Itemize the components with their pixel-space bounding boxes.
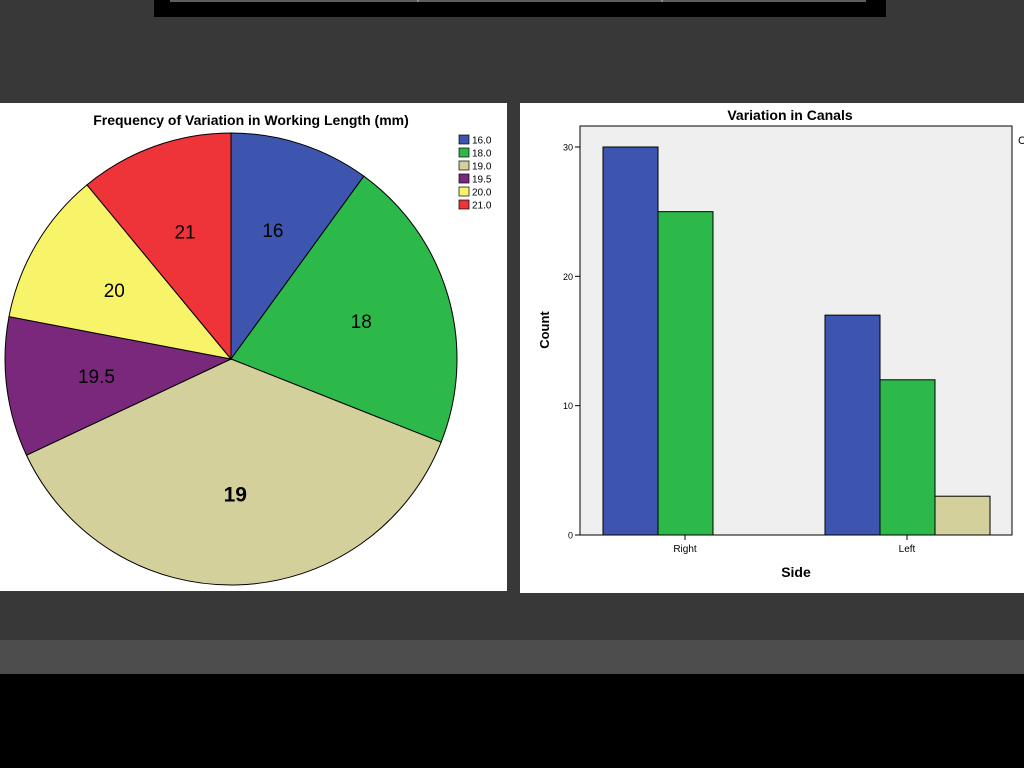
pie-legend-label: 19.5 (472, 175, 492, 186)
bar-y-tick-label: 10 (563, 401, 573, 411)
background-band (0, 640, 1024, 674)
pie-chart-title: Frequency of Variation in Working Length… (93, 112, 409, 128)
pie-slice-label: 20 (104, 281, 125, 302)
background-bottom (0, 674, 1024, 768)
bar-left-series-3 (934, 495, 991, 536)
bar-y-tick-label: 20 (563, 272, 573, 282)
pie-legend: 16.0 18.0 19.0 19.5 20.0 21.0 (458, 134, 492, 212)
bar-right-series-2 (657, 211, 714, 536)
pie-legend-label: 16.0 (472, 136, 492, 147)
pie-legend-swatch (458, 173, 470, 184)
pie-slice-19 (25, 358, 442, 586)
bar-y-axis-label: Count (537, 311, 552, 349)
bar-marks (602, 146, 991, 536)
bar-x-axis-label: Side (781, 564, 811, 580)
bar-chart-title: Variation in Canals (727, 107, 852, 123)
pie-legend-label: 21.0 (472, 201, 492, 212)
pie-slice-label: 19 (224, 484, 247, 507)
top-table-strip (154, 0, 886, 17)
pie-legend-swatch (458, 134, 470, 145)
pie-legend-label: 19.0 (472, 162, 492, 173)
pie-legend-label: 20.0 (472, 188, 492, 199)
pie-legend-label: 18.0 (472, 149, 492, 160)
bar-x-tick-label: Right (673, 544, 697, 555)
bar-legend-fragment: C (1018, 135, 1024, 147)
bar-left-series-2 (879, 379, 936, 536)
bar-axes: 0 10 20 30 Right Left (563, 143, 916, 556)
bar-left-series-1 (824, 314, 881, 536)
pie-slices (4, 132, 458, 586)
pie-slice-18 (230, 175, 458, 443)
bar-y-tick-label: 0 (568, 531, 573, 541)
pie-legend-swatch (458, 160, 470, 171)
pie-slice-label: 18 (351, 312, 372, 333)
pie-legend-swatch (458, 147, 470, 158)
bar-right-series-1 (602, 146, 659, 536)
pie-legend-swatch (458, 186, 470, 197)
pie-slice-labels: 16 18 19 19.5 20 21 (78, 221, 372, 506)
pie-slice-16 (230, 132, 365, 361)
bar-y-tick-label: 30 (563, 143, 573, 153)
pie-slice-20 (8, 184, 233, 360)
pie-slice-label: 16 (262, 221, 283, 242)
pie-slice-label: 19.5 (78, 367, 115, 388)
pie-legend-swatch (458, 199, 470, 210)
pie-slice-21 (86, 132, 232, 361)
pie-slice-19-5 (4, 316, 233, 456)
pie-slice-label: 21 (174, 222, 195, 243)
bar-x-tick-label: Left (899, 544, 916, 555)
